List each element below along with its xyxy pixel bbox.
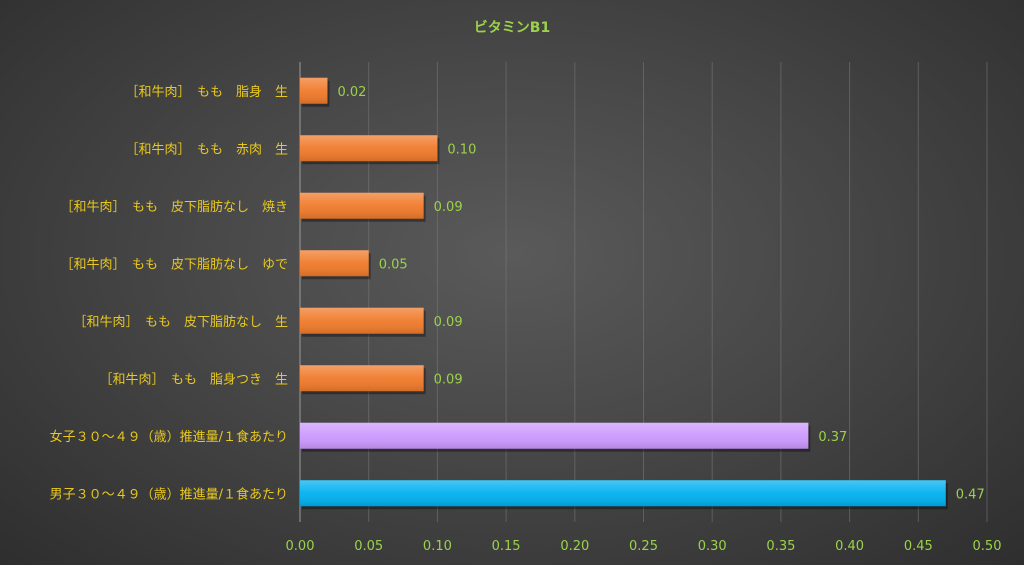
x-tick-label: 0.40 xyxy=(835,539,864,554)
chart-title: ビタミンB1 xyxy=(474,20,550,36)
bar-highlight xyxy=(300,77,328,104)
x-tick-label: 0.20 xyxy=(560,539,589,554)
bar-highlight xyxy=(300,192,424,219)
x-tick-label: 0.45 xyxy=(904,539,933,554)
data-label: 0.37 xyxy=(818,430,847,445)
data-label: 0.09 xyxy=(434,372,463,387)
category-label: ［和牛肉］ もも 皮下脂肪なし 焼き xyxy=(60,199,288,215)
bar-highlight xyxy=(300,250,369,277)
grid-layer xyxy=(299,62,988,522)
x-tick-label: 0.50 xyxy=(973,539,1002,554)
bar-highlight xyxy=(300,365,424,392)
x-tick-label: 0.30 xyxy=(698,539,727,554)
category-label: ［和牛肉］ もも 赤肉 生 xyxy=(125,142,288,157)
data-label: 0.02 xyxy=(337,85,366,100)
category-label: ［和牛肉］ もも 脂身 生 xyxy=(125,84,288,100)
data-label: 0.47 xyxy=(956,487,985,502)
category-label: 女子３０～４９（歳）推進量/１食あたり xyxy=(50,429,288,445)
x-tick-label: 0.00 xyxy=(286,539,315,554)
bar-highlight xyxy=(300,422,809,449)
x-tick-label: 0.25 xyxy=(629,539,658,554)
data-label: 0.09 xyxy=(434,200,463,215)
x-tick-label: 0.10 xyxy=(423,539,452,554)
x-tick-label: 0.05 xyxy=(354,539,383,554)
x-tick-label: 0.35 xyxy=(766,539,795,554)
category-label: ［和牛肉］ もも 皮下脂肪なし 生 xyxy=(73,314,288,330)
label-layer: 0.00 0.05 0.10 0.15 0.20 0.25 0.30 0.35 0.40 0.45… xyxy=(50,84,1002,554)
bar-highlight xyxy=(300,135,438,162)
category-label: ［和牛肉］ もも 脂身つき 生 xyxy=(99,371,288,387)
category-label: ［和牛肉］ もも 皮下脂肪なし ゆで xyxy=(60,256,288,272)
data-label: 0.09 xyxy=(434,315,463,330)
bar-layer xyxy=(300,77,948,510)
category-label: 男子３０～４９（歳）推進量/１食あたり xyxy=(50,486,288,502)
data-label: 0.05 xyxy=(379,257,408,272)
x-tick-label: 0.15 xyxy=(492,539,521,554)
data-label: 0.10 xyxy=(447,142,476,157)
bar-highlight xyxy=(300,307,424,334)
bar-highlight xyxy=(300,480,946,507)
